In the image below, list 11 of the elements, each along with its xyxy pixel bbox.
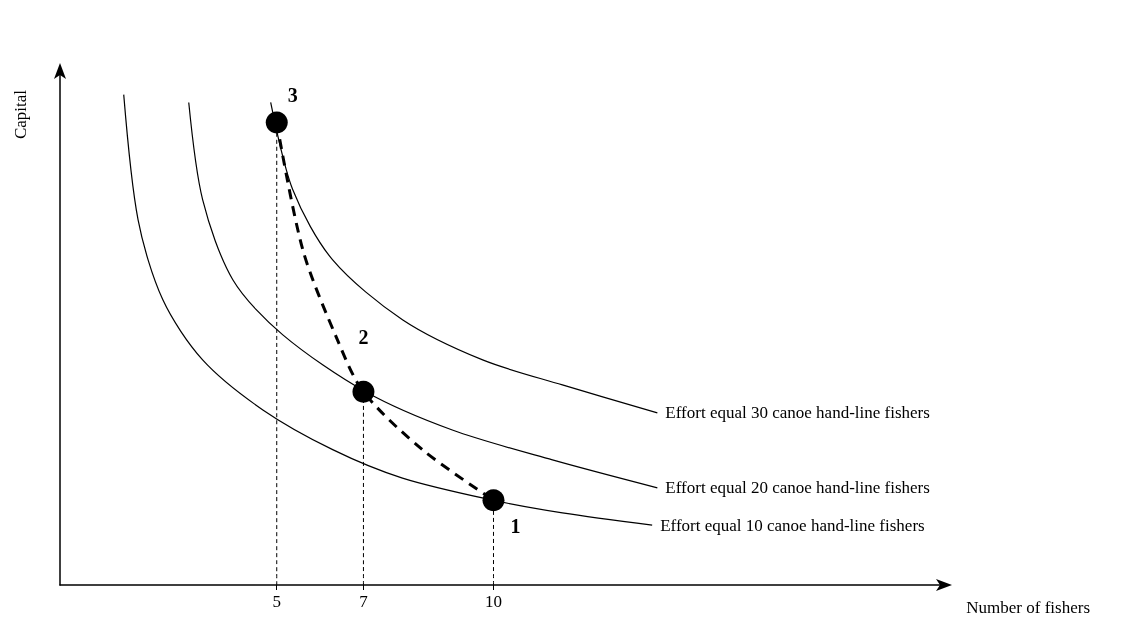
annotation: 1 (510, 515, 521, 538)
series-label: Effort equal 20 canoe hand-line fishers (665, 478, 930, 498)
annotation: 3 (287, 83, 298, 106)
series-label: Effort equal 30 canoe hand-line fishers (665, 403, 930, 423)
x-tick-label: 7 (359, 592, 369, 611)
x-tick-label: 10 (485, 592, 502, 611)
x-axis-title: Number of fishers (966, 598, 1091, 617)
x-tick-label: 5 (272, 592, 281, 611)
y-axis-title: Capital (10, 89, 30, 140)
annotation: 2 (358, 325, 369, 348)
series-label: Effort equal 10 canoe hand-line fishers (660, 515, 925, 535)
